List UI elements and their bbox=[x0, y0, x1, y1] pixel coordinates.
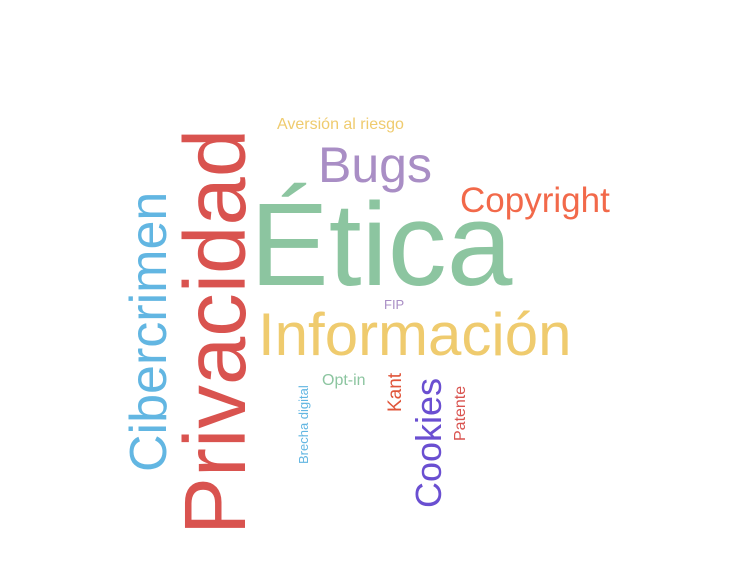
word-patente: Patente bbox=[452, 385, 469, 441]
word-privacidad: Privacidad bbox=[167, 128, 264, 535]
word-cibercrimen: Cibercrimen bbox=[120, 191, 178, 472]
word-aversion: Aversión al riesgo bbox=[277, 116, 404, 133]
word-optin: Opt-in bbox=[322, 372, 366, 389]
word-bugs: Bugs bbox=[318, 137, 432, 193]
word-informacion: Información bbox=[258, 301, 572, 368]
word-brecha: Brecha digital bbox=[296, 385, 311, 464]
word-copyright: Copyright bbox=[460, 181, 610, 220]
word-kant: Kant bbox=[385, 372, 406, 412]
word-fip: FIP bbox=[384, 297, 405, 312]
word-etica: Ética bbox=[250, 179, 513, 311]
word-cookies: Cookies bbox=[408, 377, 449, 508]
